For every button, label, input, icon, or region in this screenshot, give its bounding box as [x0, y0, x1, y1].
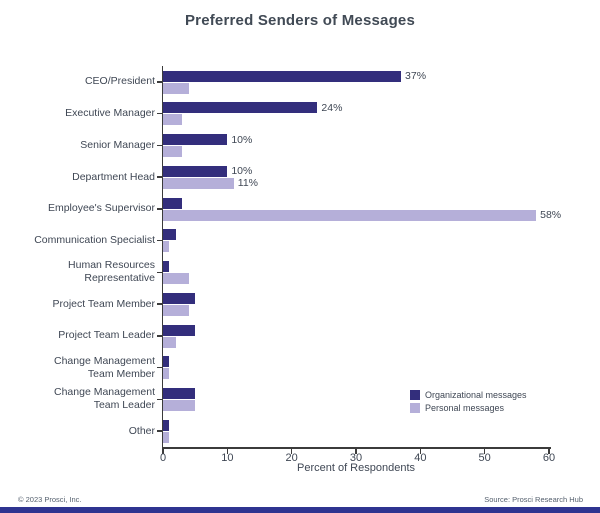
x-tick-label: 50 [478, 452, 491, 464]
x-axis-tick [290, 448, 293, 454]
organizational-swatch-icon [410, 390, 420, 400]
category-label-9: Project Team Leader [58, 329, 155, 342]
category-label-11: Change Management Team Leader [54, 386, 155, 412]
bar-personal-9 [163, 336, 176, 348]
x-axis-tick [226, 448, 229, 454]
bar-organizational-1 [163, 70, 402, 82]
legend-label: Organizational messages [425, 390, 527, 400]
category-label-2: Executive Manager [65, 107, 155, 120]
bar-personal-2 [163, 114, 183, 126]
bar-personal-12 [163, 431, 170, 443]
bar-personal-3 [163, 146, 183, 157]
value-label: 11% [237, 177, 259, 190]
bar-organizational-5 [163, 197, 183, 209]
y-axis-tick [156, 176, 162, 178]
personal-swatch-icon [410, 403, 420, 413]
bar-organizational-10 [163, 356, 170, 368]
x-tick-label: 40 [414, 452, 427, 464]
bar-personal-11 [163, 400, 196, 411]
y-axis-tick [156, 271, 162, 274]
bar-organizational-11 [163, 388, 196, 399]
value-label: 10% [231, 165, 253, 178]
bar-organizational-2 [163, 102, 318, 114]
bar-organizational-4 [163, 165, 228, 177]
y-axis-tick [156, 303, 162, 305]
y-axis-tick [156, 112, 162, 115]
bar-personal-8 [163, 304, 189, 316]
category-label-1: CEO/President [84, 75, 155, 88]
category-label-8: Project Team Member [52, 297, 155, 310]
source-text: Source: Prosci Research Hub [484, 495, 583, 504]
legend: Organizational messages Personal message… [410, 389, 527, 415]
bar-organizational-7 [163, 261, 170, 272]
category-label-7: Human Resources Representative [68, 259, 155, 285]
legend-item-personal: Personal messages [410, 402, 527, 414]
x-tick-label: 60 [542, 452, 556, 464]
bar-personal-6 [163, 241, 170, 253]
x-axis-tick [162, 448, 164, 454]
value-label: 37% [405, 70, 427, 82]
brand-bottom-bar [0, 507, 600, 513]
value-label: 24% [321, 101, 343, 114]
x-axis-tick [355, 448, 357, 454]
bar-organizational-12 [163, 419, 170, 431]
value-label: 58% [540, 209, 562, 221]
bar-organizational-6 [163, 229, 176, 241]
category-label-5: Employee's Supervisor [47, 202, 155, 215]
bar-personal-4 [163, 177, 234, 189]
x-axis-line [161, 447, 551, 449]
y-axis-line [161, 66, 163, 449]
x-axis-tick [483, 448, 486, 454]
chart-title: Preferred Senders of Messages [184, 12, 416, 29]
x-tick-label: 10 [221, 452, 234, 464]
x-axis-title: Percent of Respondents [296, 462, 416, 474]
x-axis-tick [419, 448, 422, 454]
y-axis-tick [156, 366, 162, 369]
y-axis-tick [156, 144, 162, 147]
bar-personal-7 [163, 273, 189, 284]
y-axis-tick [156, 398, 162, 401]
category-label-12: Other [128, 424, 155, 437]
category-label-10: Change Management Team Member [54, 354, 155, 380]
legend-item-organizational: Organizational messages [410, 389, 527, 401]
category-label-6: Communication Specialist [34, 234, 155, 247]
y-axis-tick [156, 335, 162, 337]
bar-personal-10 [163, 368, 170, 380]
x-axis-tick [548, 448, 550, 454]
bar-personal-5 [163, 209, 537, 221]
bar-organizational-8 [163, 292, 196, 304]
x-tick-label: 30 [349, 452, 363, 464]
value-label: 10% [231, 133, 253, 146]
x-tick-label: 20 [285, 452, 298, 464]
bar-organizational-3 [163, 134, 228, 145]
bar-organizational-9 [163, 324, 196, 336]
x-tick-label: 0 [159, 452, 167, 464]
y-axis-tick [156, 81, 162, 83]
category-label-3: Senior Manager [80, 138, 155, 151]
plot-area: CEO/President 37% Executive Manager 24% Seni… [34, 66, 561, 464]
category-label-4: Department Head [72, 170, 155, 183]
y-axis-tick [156, 430, 162, 432]
bar-personal-1 [163, 82, 189, 94]
y-axis-tick [156, 208, 162, 210]
copyright-text: © 2023 Prosci, Inc. [18, 495, 82, 504]
y-axis-tick [156, 239, 162, 242]
legend-label: Personal messages [425, 403, 505, 413]
